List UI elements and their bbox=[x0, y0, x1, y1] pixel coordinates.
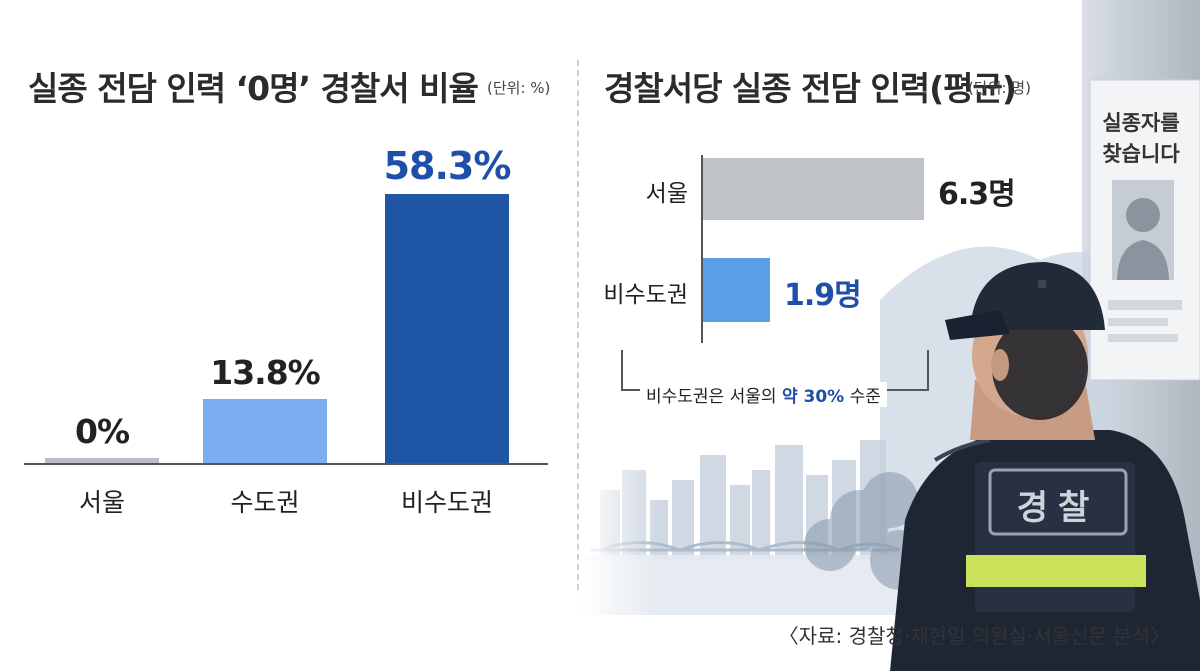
left-chart-baseline bbox=[24, 463, 548, 465]
right-category-label-2: 비수도권 bbox=[603, 282, 688, 308]
left-category-label-2: 수도권 bbox=[230, 488, 300, 517]
left-bar-value-3: 58.3% bbox=[383, 144, 512, 188]
left-bar-value-1: 0% bbox=[74, 412, 130, 451]
left-bar-3 bbox=[385, 194, 509, 463]
left-chart-unit: (단위: %) bbox=[487, 79, 551, 97]
source-credit: 〈자료: 경찰청·채현일 의원실·서울신문 분석〉 bbox=[778, 624, 1170, 648]
right-chart-title: 경찰서당 실종 전담 인력(평균) bbox=[604, 69, 1017, 108]
note-highlight: 약 30% bbox=[781, 387, 845, 407]
right-bar-2 bbox=[703, 258, 770, 322]
left-bar-1 bbox=[45, 458, 159, 463]
right-category-label-1: 서울 bbox=[645, 181, 688, 207]
comparison-note: 비수도권은 서울의 약 30% 수준 bbox=[640, 382, 887, 407]
chart-divider bbox=[577, 60, 579, 590]
police-vest-text: 경찰 bbox=[1016, 488, 1100, 528]
left-bar-value-2: 13.8% bbox=[210, 353, 321, 392]
left-chart-title: 실종 전담 인력 ‘0명’ 경찰서 비율 bbox=[28, 69, 479, 108]
right-bar-value-2: 1.9명 bbox=[784, 278, 862, 313]
missing-person-poster-text: 실종자를 찾습니다 bbox=[1102, 111, 1180, 166]
left-category-label-3: 비수도권 bbox=[400, 488, 493, 517]
right-bar-value-1: 6.3명 bbox=[938, 177, 1016, 212]
left-bar-2 bbox=[203, 399, 327, 463]
note-suffix: 수준 bbox=[844, 387, 881, 407]
right-chart-axis bbox=[701, 155, 703, 343]
note-prefix: 비수도권은 서울의 bbox=[646, 387, 782, 407]
right-chart-unit: (단위: 명) bbox=[968, 79, 1031, 97]
left-category-label-1: 서울 bbox=[78, 488, 125, 517]
right-bar-1 bbox=[703, 158, 924, 220]
